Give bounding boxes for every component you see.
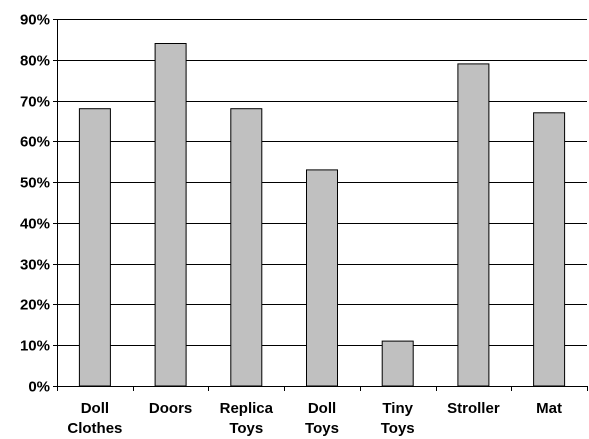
x-tick-label: Tiny Toys bbox=[381, 400, 415, 437]
x-tick-label-line: Doll bbox=[81, 400, 109, 417]
y-tick-label: 30% bbox=[20, 257, 50, 274]
y-tick-labels: 0% 10% 20% 30% 40% 50% 60% 70% 80% 90% bbox=[20, 12, 50, 396]
y-tick-label: 40% bbox=[20, 216, 50, 233]
x-tick-label-line: Doors bbox=[149, 400, 192, 417]
y-tick-label: 0% bbox=[28, 379, 50, 396]
bar bbox=[306, 169, 338, 387]
x-tick-label-line: Mat bbox=[536, 400, 562, 417]
y-tick-label: 20% bbox=[20, 297, 50, 314]
x-tick-label-line: Tiny bbox=[382, 400, 413, 417]
x-tick-label-line: Toys bbox=[305, 420, 339, 437]
x-tick-label-line: Doll bbox=[308, 400, 336, 417]
bar bbox=[457, 63, 490, 387]
axes bbox=[53, 19, 588, 391]
x-tick-label: Doors bbox=[149, 400, 192, 417]
y-tick-label: 90% bbox=[20, 12, 50, 29]
x-tick-label-line: Stroller bbox=[447, 400, 500, 417]
x-tick-label: Mat bbox=[536, 400, 562, 417]
bars bbox=[78, 43, 566, 387]
x-tick-label-line: Toys bbox=[229, 420, 263, 437]
bar bbox=[230, 108, 263, 387]
y-tick-label: 80% bbox=[20, 53, 50, 70]
x-tick-label: Doll Toys bbox=[305, 400, 339, 437]
y-tick-label: 10% bbox=[20, 338, 50, 355]
bar bbox=[381, 340, 414, 387]
bar bbox=[78, 108, 111, 387]
x-tick-label-line: Clothes bbox=[67, 420, 122, 437]
x-tick-label: Replica Toys bbox=[220, 400, 274, 437]
x-tick-label-line: Toys bbox=[381, 420, 415, 437]
x-tick-label-line: Replica bbox=[220, 400, 274, 417]
bar bbox=[533, 112, 566, 387]
y-tick-label: 60% bbox=[20, 134, 50, 151]
x-tick-label: Stroller bbox=[447, 400, 500, 417]
bar bbox=[154, 43, 187, 387]
x-tick-label: Doll Clothes bbox=[67, 400, 122, 437]
y-tick-label: 50% bbox=[20, 175, 50, 192]
y-tick-label: 70% bbox=[20, 94, 50, 111]
